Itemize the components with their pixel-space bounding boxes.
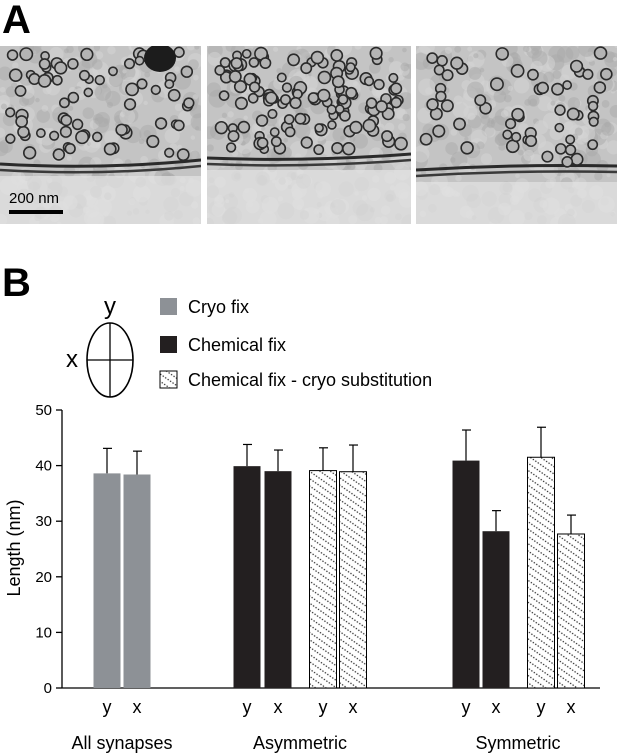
bar <box>123 474 151 688</box>
group-label: All synapses <box>71 733 172 753</box>
ellipse-x-label: x <box>66 346 78 373</box>
bar <box>482 531 510 688</box>
y-axis-label: Length (nm) <box>4 499 24 596</box>
y-tick-label: 30 <box>35 513 52 530</box>
y-tick-label: 0 <box>44 680 52 697</box>
x-tick-label: y <box>462 697 471 717</box>
bar <box>93 473 121 688</box>
group-label: Asymmetric <box>253 733 347 753</box>
x-tick-label: x <box>133 697 142 717</box>
panel-b-label: B <box>2 261 31 305</box>
bar <box>557 533 585 689</box>
scale-bar <box>9 210 63 214</box>
y-tick-label: 10 <box>35 624 52 641</box>
x-tick-label: x <box>349 697 358 717</box>
legend-label-chemical: Chemical fix <box>188 335 286 355</box>
legend-label-cryosub: Chemical fix - cryo substitution <box>188 370 432 390</box>
ellipse-y-label: y <box>104 293 116 320</box>
bar <box>309 470 337 689</box>
scale-bar-label: 200 nm <box>9 190 60 207</box>
micrograph-1 <box>0 46 201 224</box>
ellipse-diagram: y x <box>66 293 134 398</box>
legend-swatch-cryosub <box>159 370 178 389</box>
y-tick-label: 50 <box>35 402 52 419</box>
legend: Cryo fix Chemical fix Chemical fix - cry… <box>159 297 432 390</box>
panel-a-label: A <box>2 0 31 42</box>
group-label: Symmetric <box>476 733 561 753</box>
micrograph-3 <box>416 46 617 224</box>
x-tick-label: y <box>243 697 252 717</box>
x-tick-label: x <box>492 697 501 717</box>
bar <box>233 466 261 688</box>
bar <box>339 471 367 689</box>
legend-label-cryo: Cryo fix <box>188 297 249 317</box>
legend-swatch-chemical <box>160 336 177 353</box>
x-tick-label: y <box>319 697 328 717</box>
x-tick-label: y <box>537 697 546 717</box>
x-tick-label: x <box>274 697 283 717</box>
chart-axes: 0 10 20 30 40 50 <box>35 402 600 697</box>
legend-swatch-cryo <box>160 298 177 315</box>
bar <box>264 471 292 688</box>
y-tick-label: 40 <box>35 458 52 475</box>
bar <box>527 456 555 689</box>
y-tick-label: 20 <box>35 569 52 586</box>
x-tick-label: x <box>567 697 576 717</box>
x-tick-label: y <box>103 697 112 717</box>
micrograph-2 <box>207 46 411 224</box>
bar <box>452 460 480 688</box>
